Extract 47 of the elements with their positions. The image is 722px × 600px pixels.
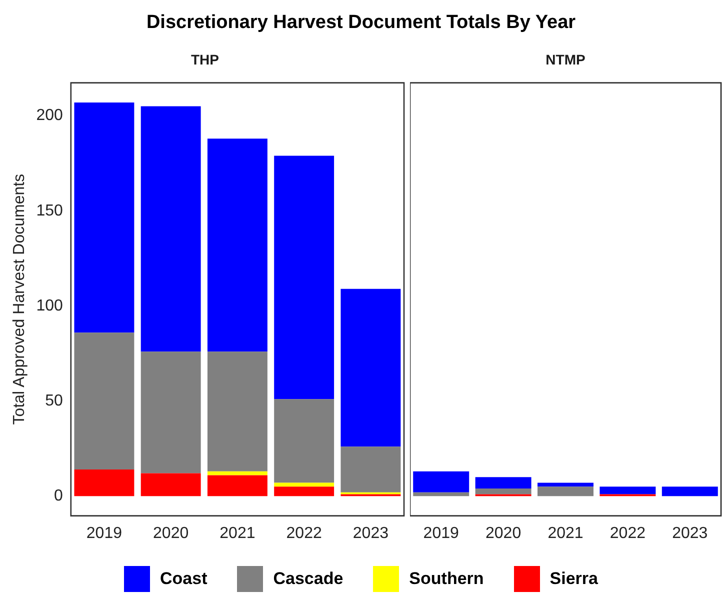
x-tick-label: 2023	[672, 524, 708, 542]
x-tick-label: 2020	[486, 524, 522, 542]
bar	[207, 475, 268, 496]
bar	[340, 446, 401, 492]
bar	[207, 138, 268, 352]
chart-subtitle: THP	[191, 51, 219, 68]
x-tick-label: 2020	[153, 524, 189, 542]
x-tick-label: 2019	[423, 524, 459, 542]
x-tick-label: 2019	[86, 524, 122, 542]
bar	[475, 477, 532, 489]
x-tick-label: 2023	[352, 524, 389, 542]
chart-title: Discretionary Harvest Document Totals By Year	[145, 12, 577, 34]
bar	[274, 482, 334, 487]
bar	[74, 102, 134, 333]
bar	[538, 486, 594, 496]
bar	[600, 486, 656, 494]
y-tick-label: 100	[36, 297, 63, 314]
bar	[662, 486, 718, 496]
bar	[538, 482, 594, 487]
y-tick-label: 200	[36, 107, 63, 124]
y-axis-title: Total Approved Harvest Documents	[11, 174, 28, 425]
x-tick-label: 2021	[220, 524, 256, 542]
bar	[274, 156, 334, 400]
x-tick-label: 2022	[610, 524, 646, 542]
bar	[140, 352, 201, 474]
y-tick-label: 50	[45, 392, 63, 410]
chart-subtitle: NTMP	[546, 51, 586, 68]
bar	[74, 469, 134, 496]
x-tick-label: 2021	[548, 524, 584, 542]
bar	[140, 473, 201, 496]
legend-label: Coast	[160, 569, 208, 589]
bar	[413, 492, 470, 496]
legend-label: Southern	[409, 569, 484, 589]
legend-label: Cascade	[273, 569, 344, 589]
y-tick-label: 150	[36, 202, 63, 220]
bar	[475, 488, 532, 494]
bar	[340, 288, 401, 447]
x-tick-label: 2022	[286, 524, 322, 542]
bar	[274, 399, 334, 483]
bar	[207, 471, 268, 476]
y-tick-label: 0	[54, 488, 63, 505]
bar	[74, 332, 134, 470]
bar	[274, 486, 334, 496]
legend-label: Sierra	[550, 569, 598, 589]
bar	[140, 106, 201, 352]
bar	[207, 352, 268, 472]
bar	[413, 471, 470, 492]
